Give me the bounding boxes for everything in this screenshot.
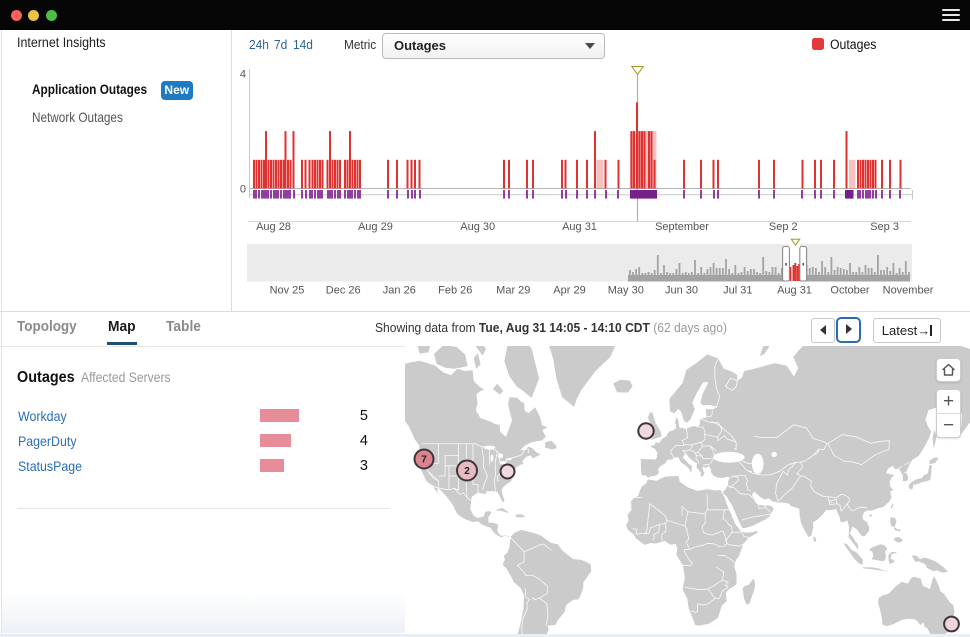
- svg-text:0: 0: [240, 184, 246, 196]
- svg-text:2: 2: [464, 466, 470, 477]
- svg-text:Jan 26: Jan 26: [383, 285, 416, 297]
- svg-text:Apr 29: Apr 29: [553, 285, 585, 297]
- svg-text:4: 4: [240, 69, 246, 81]
- svg-text:September: September: [655, 221, 709, 233]
- svg-text:7: 7: [421, 455, 427, 466]
- svg-text:Aug 31: Aug 31: [562, 221, 597, 233]
- svg-text:Nov 25: Nov 25: [270, 285, 305, 297]
- svg-text:November: November: [883, 285, 934, 297]
- svg-text:October: October: [830, 285, 869, 297]
- svg-text:Aug 28: Aug 28: [256, 221, 291, 233]
- svg-text:Jun 30: Jun 30: [665, 285, 698, 297]
- svg-text:Aug 31: Aug 31: [777, 285, 812, 297]
- svg-text:Dec 26: Dec 26: [326, 285, 361, 297]
- svg-text:Mar 29: Mar 29: [496, 285, 530, 297]
- svg-text:Aug 30: Aug 30: [460, 221, 495, 233]
- svg-text:Sep 3: Sep 3: [870, 221, 899, 233]
- svg-text:May 30: May 30: [608, 285, 644, 297]
- svg-text:Sep 2: Sep 2: [769, 221, 798, 233]
- svg-text:Jul 31: Jul 31: [723, 285, 752, 297]
- svg-text:Aug 29: Aug 29: [358, 221, 393, 233]
- svg-text:Feb 26: Feb 26: [438, 285, 472, 297]
